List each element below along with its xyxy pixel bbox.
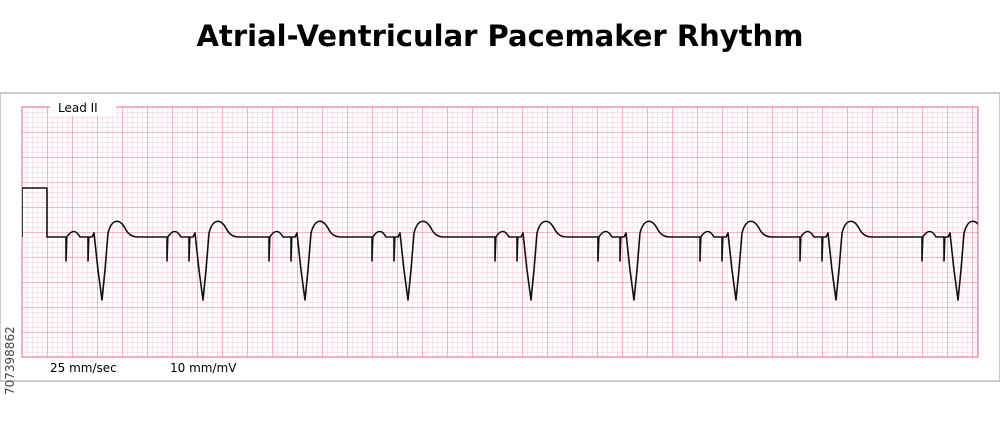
gain-label: 10 mm/mV (170, 361, 237, 375)
speed-label: 25 mm/sec (50, 361, 117, 375)
title: Atrial-Ventricular Pacemaker Rhythm (197, 19, 804, 53)
ecg-trace (22, 187, 978, 301)
lead-label: Lead II (58, 101, 98, 115)
label-bg (45, 360, 125, 376)
side-id: 707398862 (3, 326, 17, 395)
label-bg (50, 100, 116, 116)
